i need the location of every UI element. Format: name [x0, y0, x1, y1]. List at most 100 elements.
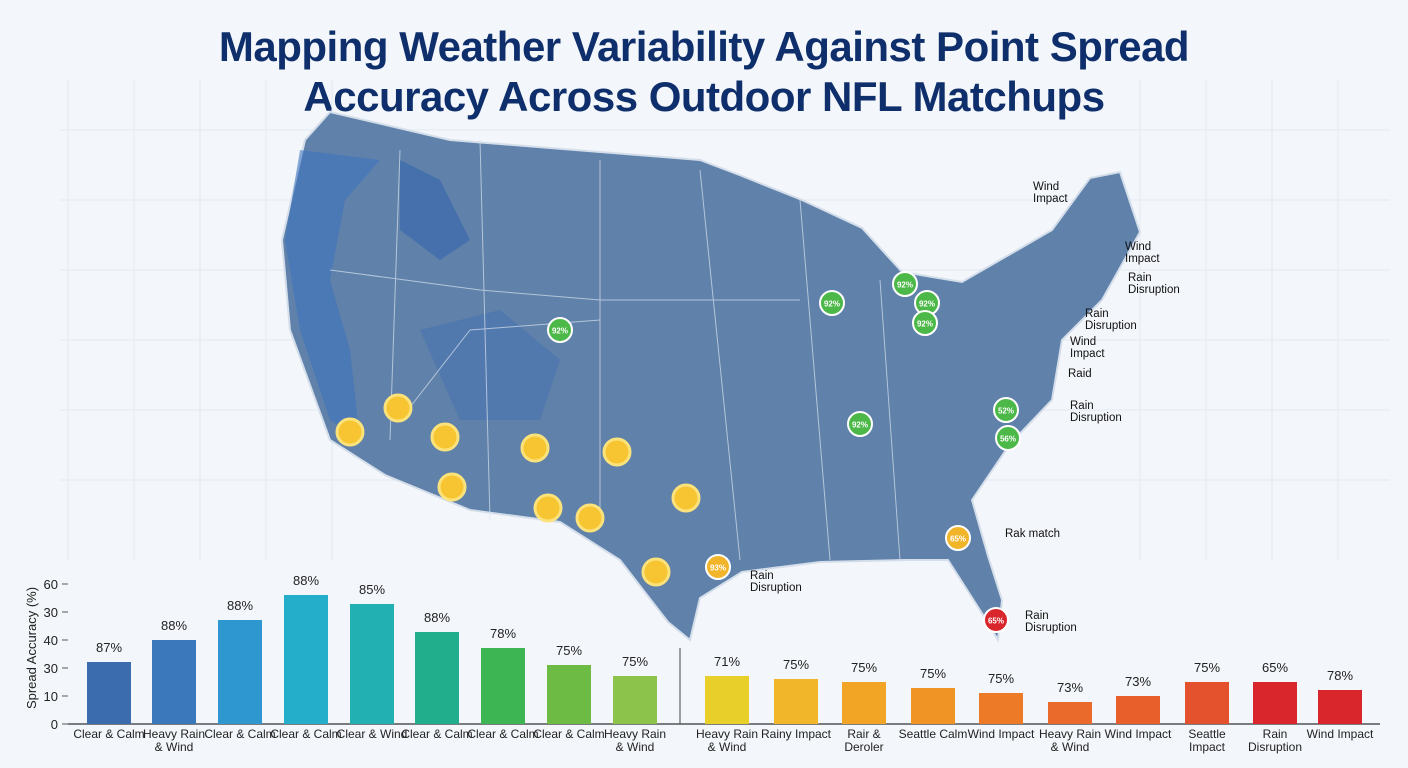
x-tick-label: Clear & Calm: [467, 727, 539, 741]
x-tick-label: Rainy Impact: [760, 727, 832, 741]
marker-label: 65%: [988, 617, 1004, 626]
bar-label: 87%: [95, 640, 123, 656]
callout: Rain Disruption: [1128, 272, 1180, 296]
map-marker: [547, 317, 573, 343]
marker-label: 56%: [1000, 435, 1016, 444]
bar: [911, 687, 955, 724]
bar: [87, 662, 131, 724]
callout: Wind Impact: [1033, 181, 1068, 205]
x-tick-label: Heavy Rain & Wind: [695, 727, 759, 754]
map-marker: [995, 425, 1021, 451]
x-tick-label: Clear & Calm: [533, 727, 605, 741]
bar: [613, 676, 657, 724]
bar: [979, 693, 1023, 724]
bar: [1048, 701, 1092, 724]
bar: [1116, 696, 1160, 724]
x-tick-label: Heavy Rain & Wind: [603, 727, 667, 754]
marker-label: 52%: [998, 407, 1014, 416]
bar-label: 75%: [782, 657, 810, 673]
bar-label: 88%: [226, 598, 254, 614]
title-line: Accuracy Across Outdoor NFL Matchups: [303, 73, 1105, 120]
marker-label: 92%: [852, 421, 868, 430]
x-tick-label: Rair & Deroler: [844, 727, 884, 754]
bar-label: 85%: [358, 581, 386, 597]
map-marker: [945, 525, 971, 551]
sun: [602, 437, 632, 467]
callout: Rak match: [1005, 528, 1060, 540]
x-tick-label: Wind Impact: [967, 727, 1035, 741]
map-marker: [819, 290, 845, 316]
x-tick-label: Clear & Calm: [73, 727, 145, 741]
sun: [437, 472, 467, 502]
x-tick-label: Heavy Rain & Wind: [142, 727, 206, 754]
marker-label: 92%: [824, 300, 840, 309]
bar: [842, 682, 886, 724]
marker-label: 93%: [710, 564, 726, 573]
callout: Rain Disruption: [1085, 308, 1137, 332]
callout: Raid: [1068, 368, 1092, 380]
bar-label: 75%: [919, 665, 947, 681]
bar-label: 73%: [1056, 679, 1084, 695]
bar-label: 75%: [1193, 660, 1221, 675]
bar-label: 75%: [621, 654, 649, 670]
callout: Rain Disruption: [1070, 400, 1122, 424]
bar-label: 73%: [1124, 674, 1152, 689]
sun: [335, 417, 365, 447]
bar: [547, 665, 591, 724]
bar-label: 75%: [555, 643, 583, 659]
map-marker: [892, 271, 918, 297]
marker-label: 92%: [552, 327, 568, 336]
bar-label: 88%: [423, 609, 451, 625]
bar: [1318, 690, 1362, 724]
bar-label: 71%: [713, 654, 741, 670]
callout: Rain Disruption: [750, 570, 802, 594]
us-map: [280, 110, 1142, 644]
x-tick-label: Clear & Calm: [401, 727, 473, 741]
bar: [350, 603, 394, 724]
bar-label: 75%: [850, 660, 878, 675]
x-tick-label: Seattle Impact: [1188, 727, 1226, 754]
marker-label: 92%: [919, 300, 935, 309]
bar-label: 88%: [160, 618, 188, 633]
x-tick-label: Wind Impact: [1104, 727, 1172, 741]
map-marker: [847, 411, 873, 437]
bar: [774, 679, 818, 724]
bar-label: 65%: [1261, 660, 1289, 675]
map-marker: [912, 310, 938, 336]
marker-label: 92%: [917, 320, 933, 329]
sun: [533, 493, 563, 523]
x-tick-label: Seattle Calm: [898, 727, 968, 741]
callout: Wind Impact: [1125, 241, 1160, 265]
map-marker: [983, 607, 1009, 633]
callout: Rain Disruption: [1025, 610, 1077, 634]
title: Mapping Weather Variability Against Poin…: [0, 22, 1408, 122]
sun: [383, 393, 413, 423]
map-marker: [993, 397, 1019, 423]
bar-label: 88%: [292, 573, 320, 589]
x-tick-label: Clear & Calm: [270, 727, 342, 741]
map-marker: [705, 554, 731, 580]
x-tick-label: Rain Disruption: [1247, 727, 1303, 754]
bar: [1253, 682, 1297, 724]
x-tick-label: Clear & Wind: [336, 727, 408, 741]
sun: [575, 503, 605, 533]
x-tick-label: Heavy Rain & Wind: [1038, 727, 1102, 754]
bar-label: 75%: [987, 671, 1015, 687]
sun: [641, 557, 671, 587]
bar: [152, 640, 196, 724]
marker-label: 92%: [897, 281, 913, 290]
bar: [284, 595, 328, 724]
bar: [415, 631, 459, 724]
rain-region: [285, 150, 380, 440]
callout: Wind Impact: [1070, 336, 1105, 360]
title-line: Mapping Weather Variability Against Poin…: [218, 23, 1190, 70]
sun: [520, 433, 550, 463]
rain-region: [420, 310, 560, 420]
sun: [671, 483, 701, 513]
bar-label: 78%: [489, 626, 517, 642]
bar-label: 78%: [1326, 668, 1354, 684]
bar: [1185, 682, 1229, 724]
x-tick-label: Wind Impact: [1306, 727, 1374, 741]
state-borders: [329, 139, 901, 561]
